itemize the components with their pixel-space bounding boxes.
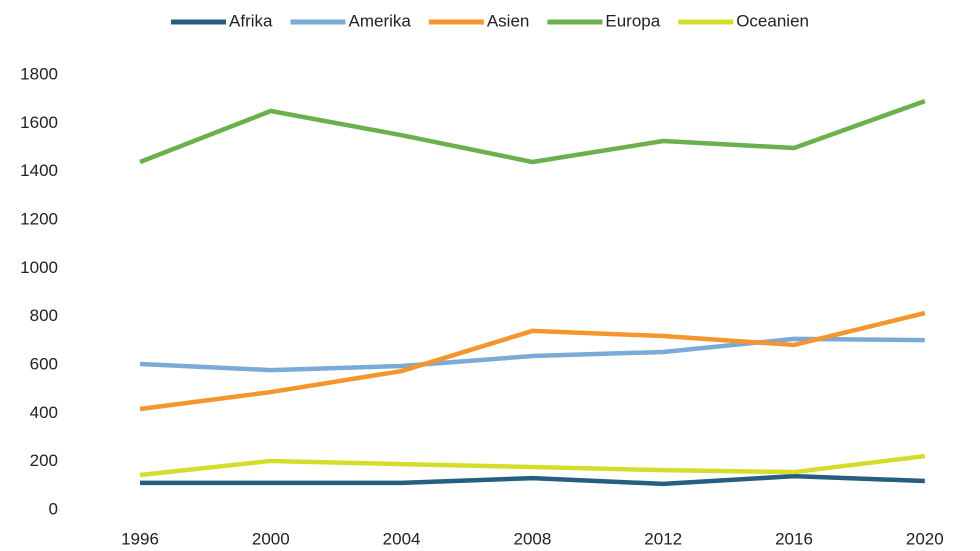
y-tick-label: 1800 [20, 64, 58, 83]
y-tick-label: 800 [30, 306, 58, 325]
series-line [140, 473, 925, 487]
x-tick-label: 2004 [383, 529, 421, 548]
legend-label: Europa [605, 11, 660, 30]
y-tick-label: 1000 [20, 258, 58, 277]
series-line [139, 453, 926, 478]
x-tick-label: 2008 [513, 529, 551, 548]
y-tick-label: 1200 [20, 209, 58, 228]
series-line [139, 310, 926, 412]
x-tick-label: 1996 [121, 529, 159, 548]
y-tick-label: 0 [49, 499, 58, 518]
legend-label: Afrika [229, 11, 273, 30]
y-tick-label: 400 [30, 403, 58, 422]
series-line [139, 98, 926, 165]
y-tick-label: 1400 [20, 161, 58, 180]
x-tick-label: 2012 [644, 529, 682, 548]
x-tick-label: 2016 [775, 529, 813, 548]
y-tick-label: 200 [30, 451, 58, 470]
x-tick-label: 2000 [252, 529, 290, 548]
y-tick-label: 600 [30, 354, 58, 373]
series-line [139, 336, 925, 373]
legend-label: Amerika [348, 11, 411, 30]
x-tick-label: 2020 [906, 529, 944, 548]
legend-label: Asien [487, 11, 530, 30]
y-tick-label: 1600 [20, 113, 58, 132]
legend-label: Oceanien [736, 11, 809, 30]
